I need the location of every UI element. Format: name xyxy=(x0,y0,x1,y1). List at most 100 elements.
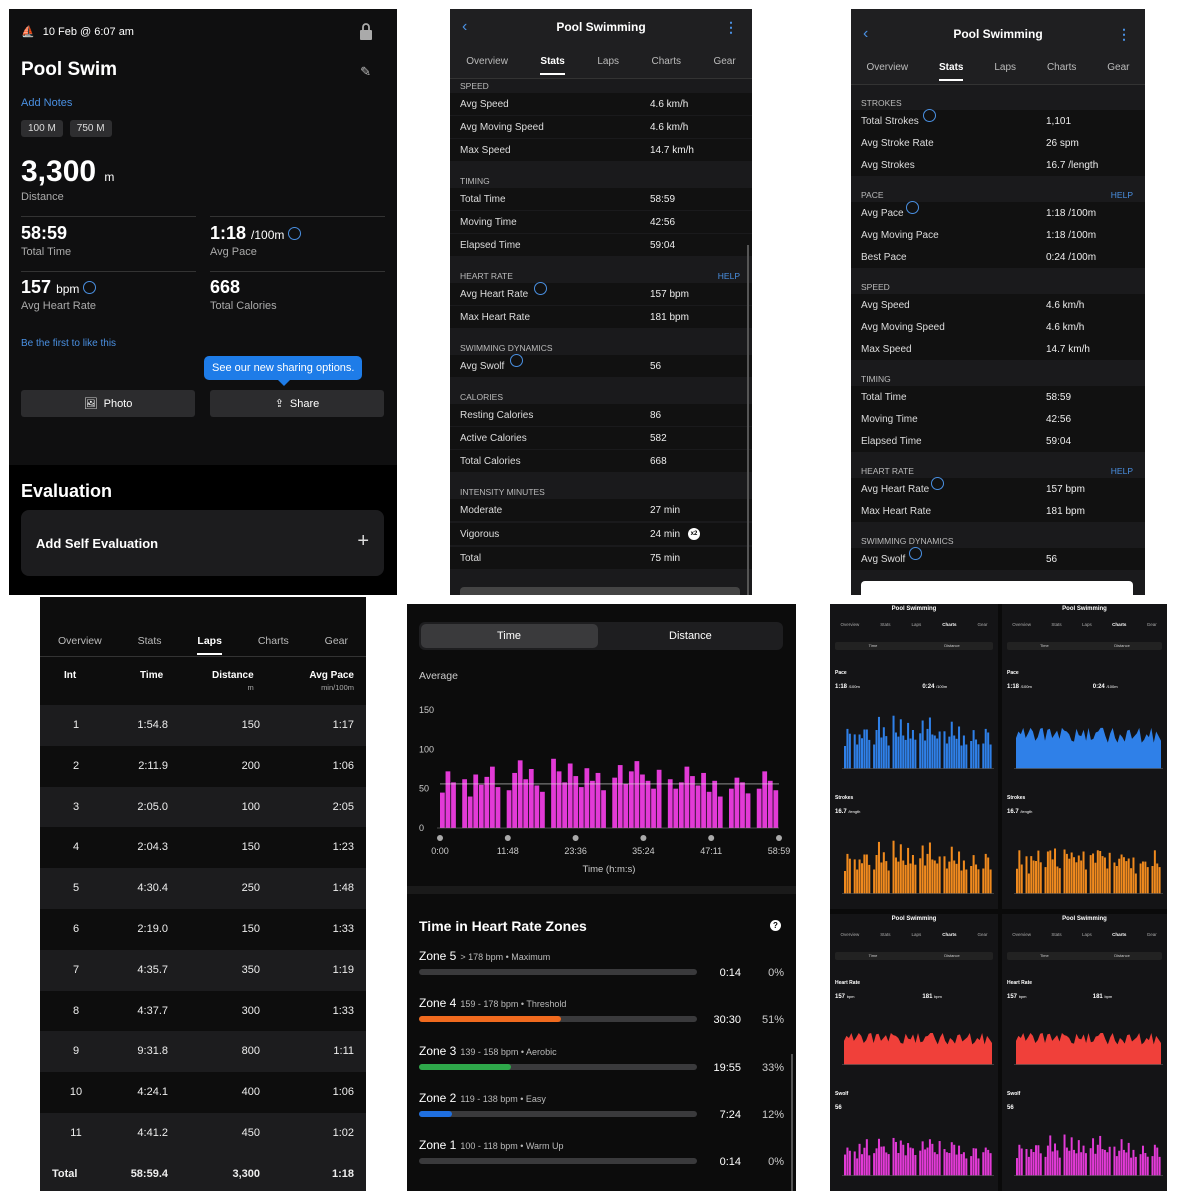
stat-row-vigorous[interactable]: Vigorous 24 min x2 xyxy=(450,523,752,545)
hr-zone-2[interactable]: Zone 2 119 - 138 bpm • Easy 7:24 12% xyxy=(419,1090,784,1121)
table-row[interactable]: 2 2:11.9 200 1:06 xyxy=(40,745,366,787)
tab-gear[interactable]: Gear xyxy=(1107,62,1130,73)
tab-laps[interactable]: Laps xyxy=(994,62,1017,73)
help-icon[interactable]: ? xyxy=(770,920,781,931)
hr-zone-5[interactable]: Zone 5 > 178 bpm • Maximum 0:14 0% xyxy=(419,949,784,979)
add-self-evaluation-button[interactable]: Add Self Evaluation + xyxy=(21,510,384,576)
mini-tab[interactable]: Laps xyxy=(911,622,922,627)
share-button[interactable]: ⇪ Share xyxy=(210,390,384,417)
stat-row-max_speed[interactable]: Max Speed 14.7 km/h xyxy=(450,139,752,161)
hr-zone-1[interactable]: Zone 1 100 - 118 bpm • Warm Up 0:14 0% xyxy=(419,1138,784,1169)
mini-tab[interactable]: Laps xyxy=(1081,932,1092,937)
stat-row-im_total[interactable]: Total 75 min xyxy=(450,547,752,569)
back-icon[interactable]: ‹ xyxy=(863,25,869,42)
stat-row-avg_hr[interactable]: Avg Heart Rate 157 bpm xyxy=(450,282,752,305)
mini-tab[interactable]: Gear xyxy=(1146,932,1157,937)
time-segment[interactable]: Time xyxy=(497,630,522,642)
mini-tab[interactable]: Overview xyxy=(1012,932,1031,937)
insight-icon[interactable] xyxy=(534,282,547,295)
stat-row-total_time[interactable]: Total Time 58:59 xyxy=(450,188,752,210)
insight-icon[interactable] xyxy=(931,477,944,490)
stat-row-max_hr[interactable]: Max Heart Rate 181 bpm xyxy=(450,306,752,328)
edit-icon[interactable]: ✎ xyxy=(360,64,371,79)
mini-tab[interactable]: Charts xyxy=(1112,932,1127,937)
hr-zone-3[interactable]: Zone 3 139 - 158 bpm • Aerobic 19:55 33% xyxy=(419,1043,784,1074)
stat-row-max_hr[interactable]: Max Heart Rate 181 bpm xyxy=(851,500,1145,522)
mini-tab[interactable]: Overview xyxy=(1012,622,1031,627)
stat-row-swolf[interactable]: Avg Swolf 56 xyxy=(450,354,752,377)
mini-tab[interactable]: Stats xyxy=(880,932,891,937)
like-link[interactable]: Be the first to like this xyxy=(21,338,117,349)
table-row[interactable]: 8 4:37.7 300 1:33 xyxy=(40,990,366,1032)
insight-icon[interactable] xyxy=(909,547,922,560)
stat-row-moderate[interactable]: Moderate 27 min xyxy=(450,499,752,521)
mini-tab[interactable]: Charts xyxy=(942,622,957,627)
table-row[interactable]: 5 4:30.4 250 1:48 xyxy=(40,868,366,910)
tab-gear[interactable]: Gear xyxy=(713,56,736,67)
tab-stats[interactable]: Stats xyxy=(939,62,964,81)
tab-overview[interactable]: Overview xyxy=(57,634,102,647)
time-distance-toggle[interactable]: Time Distance xyxy=(419,622,783,650)
mini-tab[interactable]: Gear xyxy=(977,932,988,937)
tab-charts[interactable]: Charts xyxy=(1046,62,1077,73)
tab-charts[interactable]: Charts xyxy=(651,56,681,67)
mini-tab[interactable]: Laps xyxy=(911,932,922,937)
stat-row-swolf[interactable]: Avg Swolf 56 xyxy=(851,547,1145,570)
help-link[interactable]: HELP xyxy=(717,271,740,281)
add-notes-link[interactable]: Add Notes xyxy=(21,97,73,109)
stat-row-total_cal[interactable]: Total Calories 668 xyxy=(450,450,752,472)
stat-row-total_strokes[interactable]: Total Strokes 1,101 xyxy=(851,109,1145,132)
tab-laps[interactable]: Laps xyxy=(197,635,222,655)
stat-row-total_time[interactable]: Total Time 58:59 xyxy=(851,386,1145,408)
stat-row-avg_strokes[interactable]: Avg Strokes 16.7 /length xyxy=(851,154,1145,176)
stat-row-avg_moving_speed[interactable]: Avg Moving Speed 4.6 km/h xyxy=(450,116,752,138)
stat-row-avg_speed[interactable]: Avg Speed 4.6 km/h xyxy=(851,294,1145,316)
tab-overview[interactable]: Overview xyxy=(866,62,909,73)
table-row[interactable]: 6 2:19.0 150 1:33 xyxy=(40,909,366,950)
mini-tab[interactable]: Laps xyxy=(1081,622,1092,627)
help-link[interactable]: HELP xyxy=(1110,190,1133,200)
insight-icon[interactable] xyxy=(288,226,302,240)
insight-icon[interactable] xyxy=(510,354,523,367)
mini-tab[interactable]: Overview xyxy=(840,932,860,937)
back-icon[interactable]: ‹ xyxy=(462,18,468,35)
stat-row-max_speed[interactable]: Max Speed 14.7 km/h xyxy=(851,338,1145,360)
tab-overview[interactable]: Overview xyxy=(466,56,508,67)
table-row[interactable]: 4 2:04.3 150 1:23 xyxy=(40,827,366,869)
tab-stats[interactable]: Stats xyxy=(540,56,565,75)
stat-row-moving_time[interactable]: Moving Time 42:56 xyxy=(450,211,752,233)
help-link[interactable]: HELP xyxy=(1110,466,1133,476)
stat-row-avg_speed[interactable]: Avg Speed 4.6 km/h xyxy=(450,93,752,115)
tab-charts[interactable]: Charts xyxy=(257,634,289,647)
tab-gear[interactable]: Gear xyxy=(324,634,348,647)
table-row[interactable]: 7 4:35.7 350 1:19 xyxy=(40,949,366,991)
lock-icon[interactable] xyxy=(359,23,373,40)
stat-row-avg_moving_pace[interactable]: Avg Moving Pace 1:18 /100m xyxy=(851,224,1145,246)
stat-row-rest[interactable]: Resting Calories 86 xyxy=(450,404,752,426)
table-row[interactable]: 9 9:31.8 800 1:11 xyxy=(40,1031,366,1073)
scrollbar[interactable] xyxy=(747,245,749,595)
tab-laps[interactable]: Laps xyxy=(597,56,620,67)
distance-segment[interactable]: Distance xyxy=(669,630,712,642)
more-icon[interactable]: ⋮ xyxy=(1117,25,1131,42)
insight-icon[interactable] xyxy=(923,109,936,122)
stat-row-avg_stroke_rate[interactable]: Avg Stroke Rate 26 spm xyxy=(851,132,1145,154)
table-row[interactable]: 3 2:05.0 100 2:05 xyxy=(40,786,366,828)
mini-tab[interactable]: Charts xyxy=(942,932,957,937)
stat-row-avg_moving_speed[interactable]: Avg Moving Speed 4.6 km/h xyxy=(851,316,1145,338)
laps-total-row[interactable]: Total 58:59.4 3,300 1:18 xyxy=(40,1153,366,1191)
sharing-tooltip[interactable]: See our new sharing options. xyxy=(204,356,363,386)
stat-row-elapsed_time[interactable]: Elapsed Time 59:04 xyxy=(851,430,1145,452)
tab-stats[interactable]: Stats xyxy=(137,634,162,647)
mini-tab[interactable]: Stats xyxy=(880,622,891,627)
mini-tab[interactable]: Stats xyxy=(1051,932,1062,937)
insight-icon[interactable] xyxy=(906,201,919,214)
mini-tab[interactable]: Gear xyxy=(977,622,988,627)
more-icon[interactable]: ⋮ xyxy=(724,18,738,35)
photo-button[interactable]: 🖼 Photo xyxy=(21,390,195,417)
table-row[interactable]: 11 4:41.2 450 1:02 xyxy=(40,1113,366,1154)
stat-row-avg_pace[interactable]: Avg Pace 1:18 /100m xyxy=(851,201,1145,224)
stat-row-avg_hr[interactable]: Avg Heart Rate 157 bpm xyxy=(851,477,1145,500)
stat-row-active[interactable]: Active Calories 582 xyxy=(450,427,752,449)
mini-tab[interactable]: Overview xyxy=(840,622,860,627)
